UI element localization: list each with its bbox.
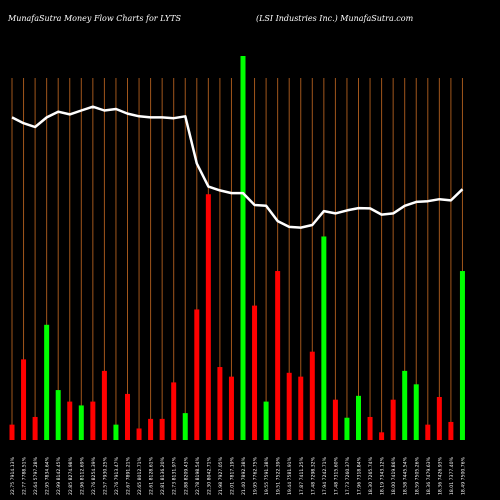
volume-bar	[228, 376, 234, 440]
volume-bar	[459, 271, 465, 440]
x-tick-label: 22.67 7891.21%	[126, 456, 132, 495]
volume-bar	[136, 428, 142, 440]
volume-bars	[9, 56, 465, 440]
x-tick-label: 22.96 8112.69%	[79, 456, 85, 495]
volume-bar	[379, 432, 385, 440]
x-tick-label: 22.64 5797.28%	[33, 456, 39, 495]
x-tick-label: 22.73 8131.97%	[172, 456, 178, 495]
volume-bar	[194, 309, 200, 440]
x-tick-label: 18.36 7426.93%	[437, 456, 443, 495]
volume-bar	[448, 421, 454, 440]
volume-bar	[275, 271, 281, 440]
volume-bar	[78, 405, 84, 440]
volume-bar	[125, 393, 130, 440]
x-tick-label: 22.61 8128.61%	[149, 456, 155, 495]
volume-bar	[402, 370, 408, 440]
x-tick-label: 22.65 8012.71%	[137, 456, 143, 495]
volume-bar	[9, 424, 15, 440]
volume-bar	[148, 418, 154, 440]
x-tick-label: 17.96 7318.84%	[357, 456, 363, 495]
x-tick-label: 17.73 7260.37%	[345, 456, 351, 495]
x-tick-label: 22.95 7834.64%	[45, 456, 51, 495]
volume-bar	[159, 418, 165, 440]
volume-bar	[286, 372, 292, 440]
x-tick-label: 22.88 8209.43%	[183, 456, 189, 495]
x-tick-label: 22.75 7914.13%	[10, 456, 16, 495]
volume-bar	[217, 367, 223, 440]
x-tick-label: 18.58 7445.54%	[403, 456, 409, 495]
volume-bar	[90, 401, 96, 440]
x-tick-label: 19.55 7591.38%	[264, 456, 270, 495]
x-tick-label: 17.48 7298.32%	[310, 456, 316, 495]
volume-bar	[171, 382, 177, 440]
x-tick-label: 22.85 8274.98%	[68, 456, 74, 495]
x-tick-label: 21.98 7927.05%	[218, 456, 224, 495]
x-tick-label: 18.00 7419.86%	[391, 456, 397, 495]
x-tick-label: 17.87 7411.25%	[299, 456, 305, 495]
x-tick-label: 22.30 8042.71%	[206, 456, 212, 495]
x-tick-label: 22.76 8254.39%	[91, 456, 97, 495]
volume-bar	[309, 351, 315, 440]
volume-bar	[32, 416, 38, 440]
volume-bar	[356, 395, 361, 440]
volume-bar	[436, 396, 442, 440]
volume-bar	[321, 236, 327, 440]
vertical-gridlines	[11, 78, 463, 440]
volume-bar	[298, 376, 304, 440]
x-tick-label: 17.48 7315.60%	[333, 456, 339, 495]
x-tick-label: 18.01 7377.40%	[449, 456, 455, 495]
x-tick-label: 18.30 7265.74%	[368, 456, 374, 495]
money-flow-line	[11, 105, 464, 229]
x-tick-label: 22.77 7788.51%	[22, 456, 28, 495]
x-tick-label: 22.78 8198.54%	[195, 456, 201, 495]
x-tick-label: 19.51 7522.39%	[276, 456, 282, 495]
x-tick-label: 21.40 7892.38%	[241, 456, 247, 495]
volume-bar	[344, 417, 350, 440]
volume-bar	[113, 424, 119, 440]
chart-title-right: (LSI Industries Inc.) MunafaSutra.com	[256, 14, 414, 23]
x-tick-label: 22.01 7817.19%	[229, 456, 235, 495]
volume-bar	[240, 56, 246, 440]
volume-bar	[44, 324, 50, 440]
volume-bar	[332, 399, 338, 440]
x-tick-label: 19.95 7762.75%	[253, 456, 259, 495]
x-tick-label: 22.76 7913.47%	[114, 456, 120, 495]
volume-bar	[367, 416, 373, 440]
volume-bar	[252, 305, 258, 440]
x-axis-tick-labels: 22.75 7914.13% 22.77 7788.51% 22.64 5797.2…	[10, 456, 466, 495]
chart-title-left: MunafaSutra Money Flow Charts for LYTS	[8, 14, 182, 23]
volume-bar	[182, 413, 188, 440]
x-tick-label: 19.44 7581.91%	[287, 456, 293, 495]
money-flow-line-group	[11, 105, 464, 229]
volume-bar	[263, 401, 269, 440]
x-tick-label: 22.57 7930.25%	[102, 456, 108, 495]
volume-bar	[205, 194, 211, 440]
x-tick-label: 18.36 7479.63%	[426, 456, 432, 495]
volume-bar	[413, 384, 419, 440]
x-tick-label: 22.81 8136.20%	[160, 456, 166, 495]
volume-bar	[425, 424, 431, 440]
x-tick-label: 18.49 7500.76%	[460, 456, 466, 495]
volume-bar	[67, 401, 73, 440]
x-tick-label: 18.19 7343.12%	[380, 456, 386, 495]
x-tick-label: 18.59 7505.26%	[414, 456, 420, 495]
x-tick-label: 22.99 8142.45%	[56, 456, 62, 495]
volume-bar	[390, 399, 396, 440]
volume-bar	[55, 390, 61, 440]
x-tick-label: 17.94 7242.71%	[322, 456, 328, 495]
volume-bar	[101, 370, 107, 440]
volume-bar	[21, 359, 27, 440]
